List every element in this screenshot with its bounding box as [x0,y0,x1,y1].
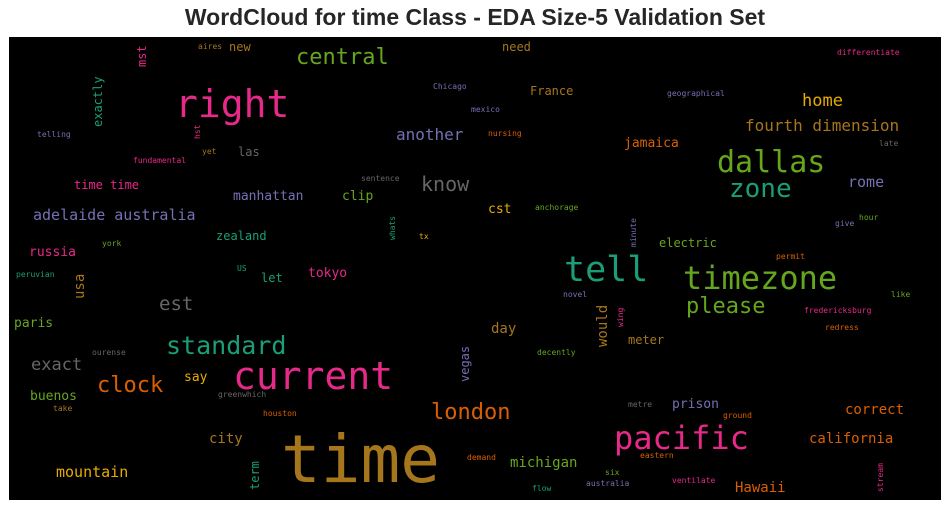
word-decently: decently [537,348,576,357]
word-clock: clock [97,373,164,398]
word-california: california [809,431,894,447]
word-correct: correct [845,402,905,418]
word-buenos: buenos [30,389,77,404]
word-ground: ground [723,411,752,420]
word-meter: meter [628,333,665,347]
word-day: day [491,321,517,337]
word-new: new [229,40,251,54]
word-fredericksburg: fredericksburg [804,306,872,315]
word-differentiate: differentiate [837,48,900,57]
word-home: home [802,91,843,111]
word-mountain: mountain [56,463,129,481]
word-like: like [891,290,911,299]
word-hawaii: Hawaii [735,480,786,496]
word-dallas: dallas [717,145,826,180]
word-timezone: timezone [683,259,838,297]
word-russia: russia [29,245,76,260]
word-take: take [53,404,73,413]
word-us: US [237,264,247,273]
word-york: york [102,239,122,248]
word-tell: tell [564,250,649,290]
word-novel: novel [563,290,588,299]
word-cst: cst [488,202,512,217]
word-eastern: eastern [640,451,674,460]
word-term: term [248,461,262,490]
word-zealand: zealand [216,229,267,243]
word-fundamental: fundamental [133,156,186,165]
word-permit: permit [776,252,805,261]
wordcloud-canvas: time current right pacific tell timezone dalla… [9,37,941,500]
word-fourth-dimension: fourth dimension [745,116,900,135]
word-say: say [184,370,208,385]
word-vegas: vegas [458,345,472,382]
word-late: late [879,139,899,148]
word-rome: rome [848,173,885,191]
word-chicago: Chicago [433,82,467,91]
word-wing: wing [616,307,625,327]
word-tx: tx [419,232,429,241]
word-demand: demand [467,453,496,462]
word-need: need [502,40,531,54]
word-time-time: time time [74,178,140,192]
word-london: london [431,400,511,425]
word-clip: clip [342,189,374,204]
word-france: France [530,84,574,98]
word-pacific: pacific [614,419,749,457]
word-minute: minute [629,218,638,247]
word-know: know [421,172,470,196]
word-time: time [281,421,440,498]
word-redress: redress [825,323,859,332]
word-jamaica: jamaica [624,136,679,151]
word-mexico: mexico [471,105,500,114]
word-exact: exact [31,355,83,375]
word-aires: aires [198,42,223,51]
word-yet: yet [202,147,217,156]
word-anchorage: anchorage [535,203,579,212]
word-let: let [261,271,283,285]
word-mst: mst [135,45,149,67]
word-australia: australia [586,479,630,488]
word-flow: flow [532,484,552,493]
word-tokyo: tokyo [308,266,348,281]
word-peruvian: peruvian [16,270,55,279]
chart-title: WordCloud for time Class - EDA Size-5 Va… [184,4,766,30]
word-current: current [233,354,394,398]
word-greenwhich: greenwhich [218,390,267,399]
word-sentence: sentence [361,174,400,183]
word-ventilate: ventilate [672,476,716,485]
word-michigan: michigan [510,455,578,471]
word-city: city [209,431,243,447]
word-six: six [605,468,620,477]
word-adelaide-australia: adelaide australia [33,206,196,224]
word-right: right [175,82,290,126]
word-metre: metre [628,400,653,409]
word-standard: standard [166,331,287,360]
word-please: please [686,294,766,319]
word-whats: whats [388,215,397,240]
word-would: would [595,304,611,347]
word-another: another [396,125,464,144]
word-usa: usa [72,273,88,299]
word-stream: stream [876,463,885,492]
word-electric: electric [659,236,717,250]
word-houston: houston [263,409,297,418]
word-hst: hst [193,124,202,139]
word-manhattan: manhattan [233,189,304,204]
word-give: give [835,219,855,228]
word-las: las [238,145,260,159]
word-est: est [159,293,194,315]
word-paris: paris [14,316,54,331]
word-central: central [296,45,389,70]
word-exactly: exactly [91,76,105,127]
word-hour: hour [859,213,879,222]
word-nursing: nursing [488,129,522,138]
word-telling: telling [37,130,71,139]
word-prison: prison [672,397,719,412]
word-zone: zone [729,174,792,204]
word-ourense: ourense [92,348,126,357]
word-geographical: geographical [667,89,725,98]
